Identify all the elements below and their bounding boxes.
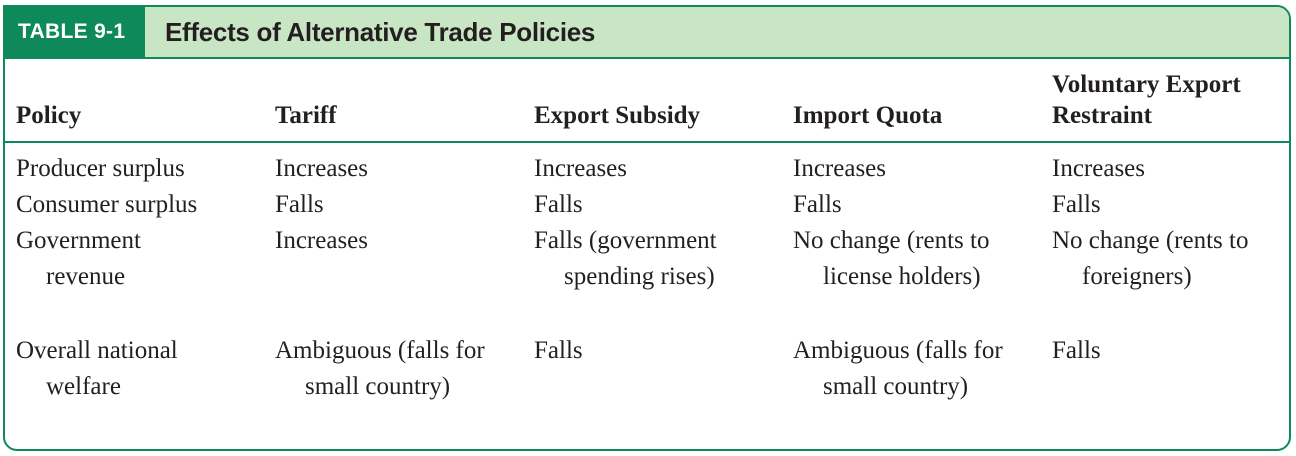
cell-text: Falls [534, 191, 583, 218]
table-title: Effects of Alternative Trade Policies [165, 17, 596, 47]
cell-text: Increases [534, 155, 627, 182]
table-cell: Falls (government spending rises) [534, 223, 774, 295]
header-tariff: Tariff [275, 102, 337, 129]
cell-text: No change (rents to license holders) [793, 227, 990, 290]
cell-text: Ambiguous (falls for small country) [793, 337, 1003, 400]
row-label-cell: Overall national welfare [16, 333, 231, 405]
table-cell: Increases [793, 151, 1048, 187]
table-cell: Increases [275, 151, 530, 187]
cell-text: Falls [1052, 337, 1101, 364]
cell-text: Government revenue [16, 227, 141, 290]
table-cell: Falls [1052, 187, 1288, 223]
table-row: Producer surplus Increases Increases Inc… [5, 151, 1289, 187]
header-policy: Policy [16, 102, 82, 129]
row-label-cell: Producer surplus [16, 151, 271, 187]
table-row: Overall national welfare Ambiguous (fall… [5, 333, 1289, 443]
cell-text: No change (rents to foreigners) [1052, 227, 1249, 290]
trade-policy-table: TABLE 9-1 Effects of Alternative Trade P… [3, 5, 1291, 451]
table-header-row: Policy Tariff Export Subsidy Import Quot… [5, 59, 1289, 143]
table-cell: Increases [1052, 151, 1288, 187]
table-row: Government revenue Increases Falls (gove… [5, 223, 1289, 333]
cell-text: Falls [793, 191, 842, 218]
table-body: Producer surplus Increases Increases Inc… [5, 151, 1289, 443]
header-export-subsidy: Export Subsidy [534, 102, 701, 129]
header-voluntary-export-restraint: Voluntary Export Restraint [1052, 71, 1241, 129]
row-label-cell: Consumer surplus [16, 187, 271, 223]
table-number-badge: TABLE 9-1 [5, 7, 145, 57]
table-cell: Ambiguous (falls for small country) [275, 333, 500, 405]
table-cell: Ambiguous (falls for small country) [793, 333, 1018, 405]
table-title-bar: TABLE 9-1 Effects of Alternative Trade P… [5, 7, 1289, 59]
table-cell: Increases [275, 223, 530, 259]
cell-text: Consumer surplus [16, 191, 198, 218]
cell-text: Increases [275, 227, 368, 254]
table-cell: Falls [793, 187, 1048, 223]
cell-text: Increases [275, 155, 368, 182]
cell-text: Falls (government spending rises) [534, 227, 717, 290]
cell-text: Falls [275, 191, 324, 218]
cell-text: Falls [1052, 191, 1101, 218]
cell-text: Falls [534, 337, 583, 364]
header-import-quota: Import Quota [793, 102, 943, 129]
row-label-cell: Government revenue [16, 223, 216, 295]
table-row: Consumer surplus Falls Falls Falls Falls [5, 187, 1289, 223]
table-cell: Increases [534, 151, 789, 187]
cell-text: Ambiguous (falls for small country) [275, 337, 485, 400]
table-cell: No change (rents to license holders) [793, 223, 1023, 295]
table-cell: Falls [534, 333, 789, 369]
cell-text: Producer surplus [16, 155, 185, 182]
cell-text: Increases [793, 155, 886, 182]
table-cell: Falls [275, 187, 530, 223]
cell-text: Increases [1052, 155, 1145, 182]
table-cell: No change (rents to foreigners) [1052, 223, 1284, 295]
table-cell: Falls [1052, 333, 1288, 369]
table-cell: Falls [534, 187, 789, 223]
cell-text: Overall national welfare [16, 337, 178, 400]
